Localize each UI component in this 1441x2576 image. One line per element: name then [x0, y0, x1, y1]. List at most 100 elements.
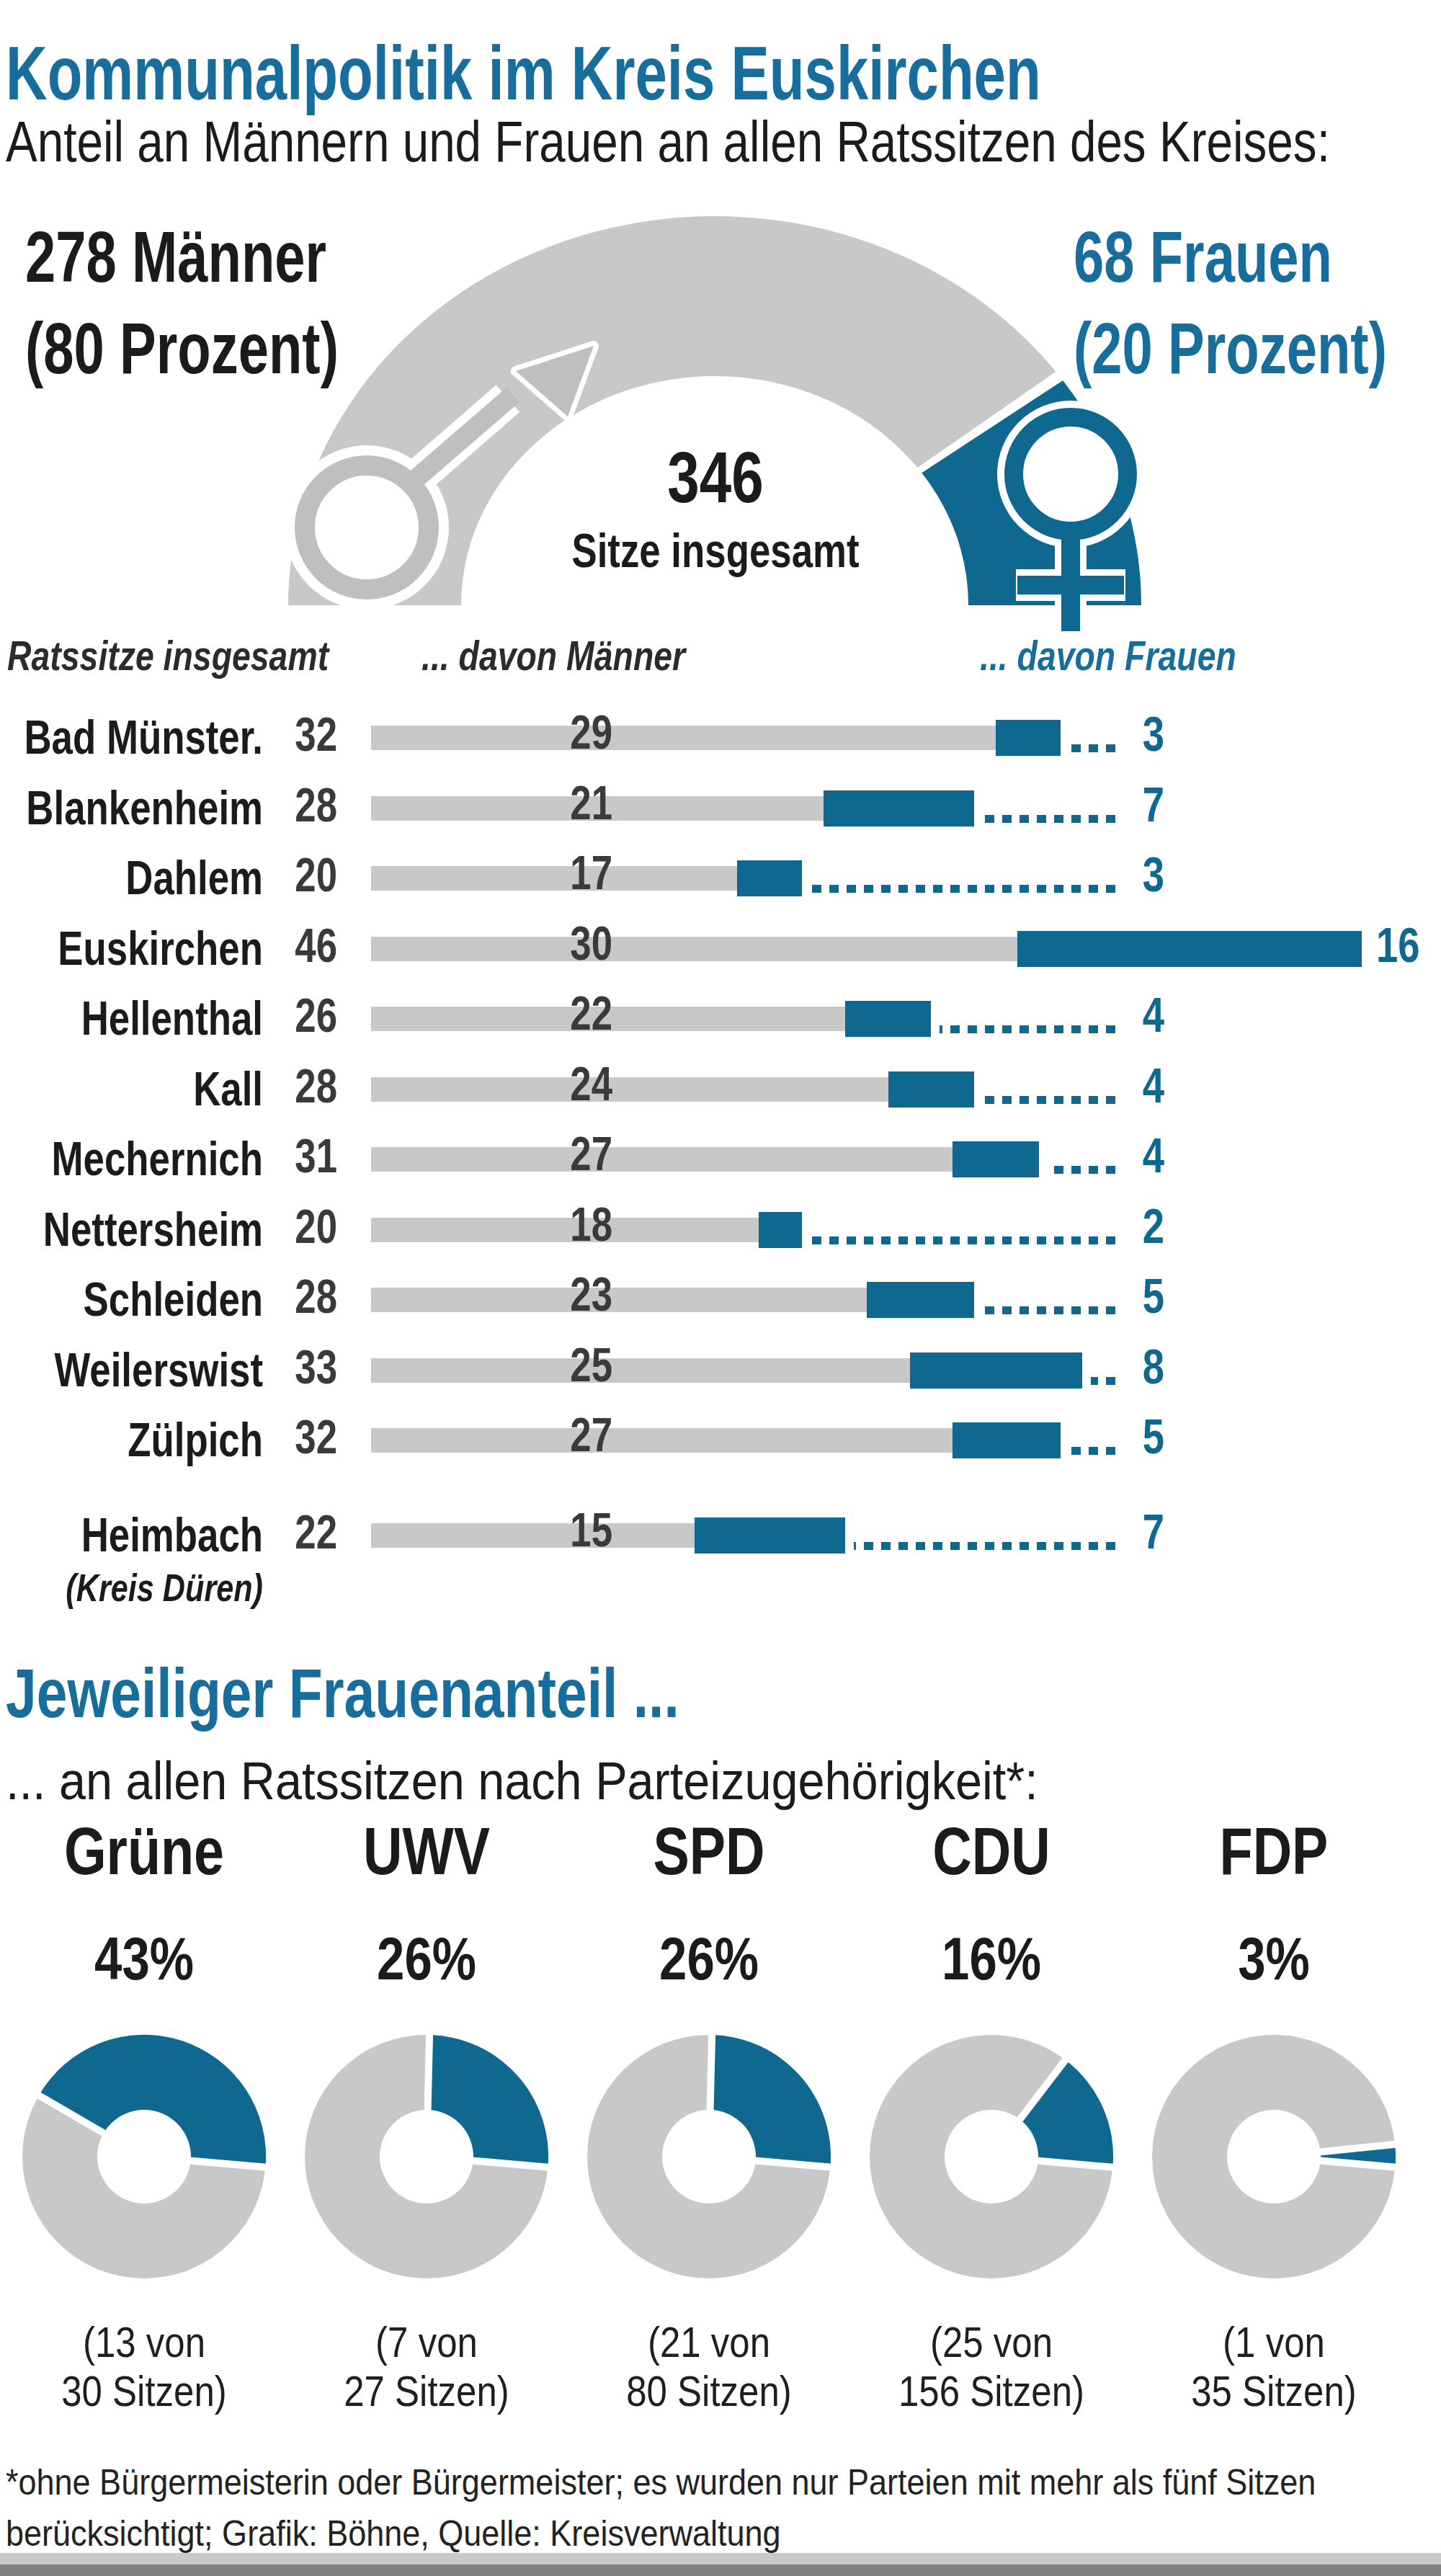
column-header-men: ... davon Männer	[421, 635, 685, 677]
party-caption-line1: (1 von	[1121, 2321, 1427, 2364]
women-seats-value: 4	[1049, 1061, 1164, 1110]
party-caption-line2: 30 Sitzen)	[0, 2370, 298, 2413]
total-seats-value: 28	[278, 1062, 337, 1110]
total-bar	[371, 1077, 974, 1102]
party-caption-line2: 80 Sitzen)	[556, 2370, 862, 2413]
total-bar	[371, 1147, 1039, 1172]
total-seats-value: 32	[278, 1413, 337, 1461]
men-seats-value: 22	[486, 989, 612, 1037]
gauge-men-percent: (80 Prozent)	[25, 312, 339, 384]
municipality-label: Schleiden	[0, 1275, 263, 1323]
party-caption-line1: (13 von	[0, 2321, 298, 2364]
men-seats-value: 29	[486, 708, 612, 756]
bottom-edge-strip-dark	[0, 2564, 1441, 2576]
total-seats-value: 26	[278, 991, 337, 1039]
municipality-label: Nettersheim	[0, 1205, 263, 1253]
party-caption-line1: (7 von	[274, 2321, 580, 2364]
women-seats-value: 5	[1049, 1271, 1164, 1320]
men-seats-value: 21	[486, 779, 612, 826]
municipality-label: Hellenthal	[0, 994, 263, 1042]
gauge-women-percent: (20 Prozent)	[1074, 312, 1387, 384]
women-seats-value: 8	[1049, 1342, 1164, 1391]
party-caption-line2: 156 Sitzen)	[839, 2370, 1145, 2413]
men-seats-value: 25	[486, 1341, 612, 1389]
party-donut-chart	[833, 1998, 1150, 2315]
infographic-page: Kommunalpolitik im Kreis Euskirchen Ante…	[0, 0, 1441, 2576]
total-seats-value: 46	[278, 922, 337, 969]
men-seats-value: 27	[486, 1411, 612, 1458]
women-bar	[759, 1212, 802, 1248]
women-seats-value: 16	[1376, 920, 1420, 969]
women-bar	[824, 790, 974, 826]
total-seats-value: 22	[278, 1508, 337, 1556]
bottom-edge-strip-light	[0, 2553, 1441, 2564]
footnote-line2: berücksichtigt; Grafik: Böhne, Quelle: K…	[6, 2515, 781, 2552]
party-caption-line2: 27 Sitzen)	[274, 2370, 580, 2413]
column-header-total: Ratssitze insgesamt	[7, 635, 329, 677]
party-percent: 26%	[279, 1928, 574, 1989]
women-bar	[888, 1071, 975, 1107]
total-seats-value: 20	[278, 1203, 337, 1250]
women-bar	[845, 1001, 932, 1037]
municipality-label: Blankenheim	[0, 784, 263, 832]
column-header-women: ... davon Frauen	[980, 635, 1236, 677]
women-bar	[695, 1517, 845, 1554]
total-seats-value: 20	[278, 851, 337, 899]
party-caption-line1: (25 von	[839, 2321, 1145, 2364]
women-seats-value: 4	[1049, 1131, 1164, 1180]
municipality-label: Bad Münster.	[0, 713, 263, 761]
female-symbol-icon	[997, 401, 1144, 633]
women-seats-value: 7	[1049, 780, 1164, 829]
party-name: FDP	[1126, 1818, 1422, 1884]
party-name: UWV	[279, 1818, 574, 1884]
women-seats-value: 4	[1049, 990, 1164, 1039]
party-name: Grüne	[0, 1818, 292, 1884]
women-bar	[737, 860, 802, 896]
men-seats-value: 27	[486, 1130, 612, 1177]
section2-title: Jeweiliger Frauenanteil ...	[6, 1659, 679, 1728]
women-bar	[1017, 931, 1362, 967]
women-seats-value: 7	[1049, 1507, 1164, 1556]
party-name: SPD	[561, 1818, 857, 1884]
gauge-total-value: 346	[600, 441, 831, 513]
men-seats-value: 23	[486, 1270, 612, 1318]
total-seats-value: 28	[278, 781, 337, 829]
men-seats-value: 24	[486, 1060, 612, 1107]
total-seats-value: 33	[278, 1343, 337, 1391]
total-seats-value: 32	[278, 710, 337, 758]
party-percent: 3%	[1126, 1928, 1422, 1989]
party-donut-chart	[550, 1998, 867, 2315]
municipality-label: Euskirchen	[0, 924, 263, 972]
municipality-label: Dahlem	[0, 854, 263, 901]
total-bar	[371, 726, 1061, 750]
total-seats-value: 31	[278, 1132, 337, 1180]
municipality-label: Heimbach	[0, 1511, 263, 1559]
party-percent: 26%	[561, 1928, 857, 1989]
men-seats-value: 15	[486, 1506, 612, 1554]
municipality-label: Zülpich	[0, 1416, 263, 1463]
party-name: CDU	[844, 1818, 1139, 1884]
women-seats-value: 3	[1049, 709, 1164, 758]
municipality-label: Mechernich	[0, 1135, 263, 1182]
party-caption-line1: (21 von	[556, 2321, 862, 2364]
gauge-women-count: 68 Frauen	[1074, 220, 1332, 293]
municipality-label: Weilerswist	[0, 1346, 263, 1394]
women-seats-value: 3	[1049, 850, 1164, 899]
gauge-total-label: Sitze insgesamt	[571, 527, 860, 574]
men-seats-value: 30	[486, 919, 612, 967]
party-donut-chart	[0, 1998, 303, 2315]
municipality-sublabel: (Kreis Düren)	[0, 1568, 263, 1607]
party-donut-chart	[268, 1998, 585, 2315]
women-bar	[953, 1141, 1039, 1177]
men-seats-value: 18	[486, 1200, 612, 1248]
section2-subtitle: ... an allen Ratssitzen nach Parteizugeh…	[6, 1755, 1038, 1808]
party-caption-line2: 35 Sitzen)	[1121, 2370, 1427, 2413]
women-seats-value: 2	[1049, 1201, 1164, 1250]
men-seats-value: 17	[486, 849, 612, 896]
party-percent: 16%	[844, 1928, 1139, 1989]
party-donut-chart	[1115, 1998, 1432, 2315]
gauge-men-count: 278 Männer	[25, 220, 326, 293]
women-bar	[953, 1422, 1061, 1458]
women-bar	[867, 1282, 975, 1318]
women-seats-value: 5	[1049, 1412, 1164, 1461]
